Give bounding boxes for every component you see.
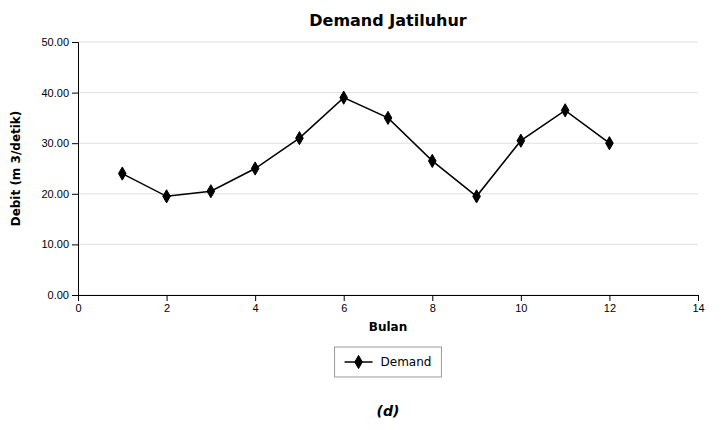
tick-label: 10 bbox=[515, 302, 527, 314]
legend-entry: Demand bbox=[345, 355, 432, 369]
y-axis: 0.00 10.00 20.00 30.00 40.00 50.00 bbox=[41, 36, 78, 301]
tick-label: 0.00 bbox=[48, 289, 69, 301]
caption: (d) bbox=[377, 403, 400, 419]
tick-mark bbox=[344, 295, 345, 301]
tick: 8 bbox=[430, 295, 436, 314]
tick: 40.00 bbox=[41, 87, 78, 99]
grid-line bbox=[78, 92, 698, 93]
grid-line bbox=[78, 143, 698, 144]
tick: 6 bbox=[341, 295, 347, 314]
title: Demand Jatiluhur bbox=[309, 11, 467, 30]
tick: 10 bbox=[515, 295, 527, 314]
chart: 0 2 4 6 8 10 12 14 0.00 10.00 20.00 30.00 40.00 50.00… bbox=[0, 0, 728, 430]
tick-label: 2 bbox=[164, 302, 170, 314]
tick: 10.00 bbox=[41, 238, 78, 250]
tick-mark bbox=[255, 295, 256, 301]
tick-label: 0 bbox=[75, 302, 81, 314]
grid bbox=[78, 42, 698, 295]
marks bbox=[118, 91, 613, 203]
marker bbox=[384, 111, 392, 124]
tick: 0 bbox=[75, 295, 81, 314]
tick-mark bbox=[609, 295, 610, 301]
tick-mark bbox=[167, 295, 168, 301]
tick-mark bbox=[72, 42, 78, 43]
grid-line bbox=[78, 193, 698, 194]
tick-label: 12 bbox=[604, 302, 616, 314]
tick-mark bbox=[72, 93, 78, 94]
marker bbox=[517, 134, 525, 147]
marker bbox=[296, 132, 304, 145]
legend-box bbox=[335, 347, 442, 377]
marker bbox=[118, 167, 126, 180]
marker bbox=[561, 104, 569, 117]
grid-line bbox=[78, 42, 698, 43]
legend-marker bbox=[355, 355, 363, 368]
marker bbox=[163, 190, 171, 203]
y-axis-title: Debit (m 3/detik) bbox=[9, 111, 23, 227]
tick-mark bbox=[72, 143, 78, 144]
tick-mark bbox=[72, 295, 78, 296]
marker bbox=[251, 162, 259, 175]
marker bbox=[340, 91, 348, 104]
marker bbox=[473, 190, 481, 203]
line bbox=[122, 98, 609, 197]
tick: 12 bbox=[604, 295, 616, 314]
tick: 0.00 bbox=[48, 289, 78, 301]
marker bbox=[606, 137, 614, 150]
legend: Demand bbox=[335, 347, 442, 377]
axis-line bbox=[79, 296, 699, 302]
tick: 30.00 bbox=[41, 137, 78, 149]
plot-area: 0 2 4 6 8 10 12 14 0.00 10.00 20.00 30.00 40.00 50.00 bbox=[41, 36, 704, 314]
tick-label: 40.00 bbox=[41, 87, 69, 99]
tick-label: 8 bbox=[430, 302, 436, 314]
tick-mark bbox=[521, 295, 522, 301]
tick: 2 bbox=[164, 295, 170, 314]
tick-mark bbox=[432, 295, 433, 301]
tick: 50.00 bbox=[41, 36, 78, 48]
grid-line bbox=[78, 244, 698, 245]
x-axis: 0 2 4 6 8 10 12 14 bbox=[75, 295, 704, 314]
tick-label: 6 bbox=[341, 302, 347, 314]
tick: 14 bbox=[692, 295, 704, 314]
tick: 4 bbox=[253, 295, 259, 314]
tick-label: 50.00 bbox=[41, 36, 69, 48]
tick-label: 10.00 bbox=[41, 238, 69, 250]
marker bbox=[428, 154, 436, 167]
axis-line bbox=[72, 43, 79, 296]
tick: 20.00 bbox=[41, 188, 78, 200]
legend-label: Demand bbox=[381, 355, 432, 369]
tick-label: 4 bbox=[253, 302, 259, 314]
tick-mark bbox=[698, 295, 699, 301]
tick-label: 14 bbox=[692, 302, 704, 314]
marker bbox=[207, 185, 215, 198]
tick-mark bbox=[72, 244, 78, 245]
tick-label: 30.00 bbox=[41, 137, 69, 149]
x-axis-title: Bulan bbox=[369, 320, 407, 334]
tick-mark bbox=[72, 194, 78, 195]
tick-label: 20.00 bbox=[41, 188, 69, 200]
